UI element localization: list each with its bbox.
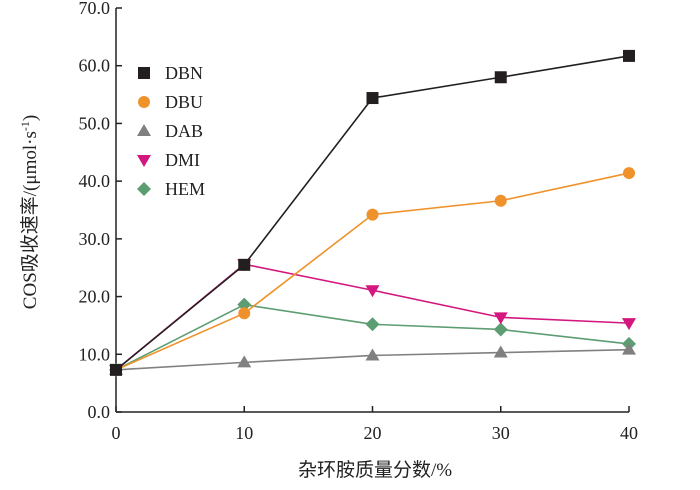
y-tick-label: 10.0 [79, 344, 111, 364]
legend-item-dab: DAB [137, 121, 203, 141]
series-dbu [110, 167, 635, 376]
x-tick-label: 30 [492, 423, 510, 443]
y-axis-title-close: ) [20, 115, 41, 121]
legend-marker-hem [137, 182, 151, 196]
legend-marker-dab [137, 124, 151, 136]
series-line-dbu [115, 172, 630, 371]
data-point-dab [365, 348, 380, 361]
data-point-dbn [110, 363, 122, 376]
data-point-hem [237, 297, 252, 312]
data-point-dab [237, 355, 252, 368]
data-point-hem [493, 322, 508, 337]
series-layer [109, 49, 636, 377]
legend-label-dbn: DBN [165, 63, 203, 83]
y-tick-label: 50.0 [79, 113, 111, 133]
legend-item-hem: HEM [137, 179, 205, 199]
data-point-dbn [238, 258, 251, 271]
data-point-dmi [365, 285, 380, 298]
data-point-dmi [493, 312, 508, 325]
y-tick-label: 70.0 [79, 0, 111, 18]
data-point-dbu [366, 208, 379, 221]
legend-label-dmi: DMI [165, 150, 200, 170]
data-point-dab [493, 345, 508, 358]
series-dbn [110, 49, 635, 376]
x-tick-label: 10 [235, 423, 253, 443]
legend-marker-dbu [138, 96, 150, 108]
data-point-dbn [366, 92, 379, 105]
legend-label-dab: DAB [165, 121, 203, 141]
data-point-dbn [623, 49, 635, 62]
legend-item-dmi: DMI [137, 150, 200, 170]
data-point-dbn [494, 71, 507, 84]
legend-item-dbn: DBN [138, 63, 203, 83]
series-dab [109, 342, 636, 375]
data-point-dab [622, 342, 636, 355]
y-tick-label: 0.0 [88, 402, 111, 422]
y-axis-title-main: COS吸收速率/(μmol·s [19, 131, 41, 309]
y-ticks: 0.0 10.0 20.0 30.0 40.0 50.0 60.0 70.0 [79, 0, 122, 422]
x-ticks: 0 10 20 30 40 [112, 406, 638, 443]
y-tick-label: 60.0 [79, 56, 111, 76]
y-axis-title: COS吸收速率/(μmol·s-1) [18, 115, 41, 309]
data-point-dbu [623, 167, 635, 180]
data-point-dbu [494, 194, 507, 207]
data-point-dmi [622, 318, 636, 331]
y-tick-label: 20.0 [79, 287, 111, 307]
legend-item-dbu: DBU [138, 92, 203, 112]
x-tick-label: 20 [364, 423, 382, 443]
legend-marker-dbn [138, 67, 150, 79]
y-axis-title-superscript: -1 [18, 121, 32, 131]
y-tick-label: 30.0 [79, 229, 111, 249]
data-point-hem [365, 317, 380, 332]
legend-label-dbu: DBU [165, 92, 203, 112]
legend-marker-dmi [137, 155, 151, 167]
x-tick-label: 40 [620, 423, 638, 443]
legend-label-hem: HEM [165, 179, 205, 199]
x-tick-label: 0 [112, 423, 121, 443]
y-tick-label: 40.0 [79, 171, 111, 191]
legend: DBN DBU DAB DMI HEM [137, 63, 205, 199]
x-axis-title: 杂环胺质量分数/% [298, 459, 452, 481]
data-point-dbu [238, 307, 251, 320]
